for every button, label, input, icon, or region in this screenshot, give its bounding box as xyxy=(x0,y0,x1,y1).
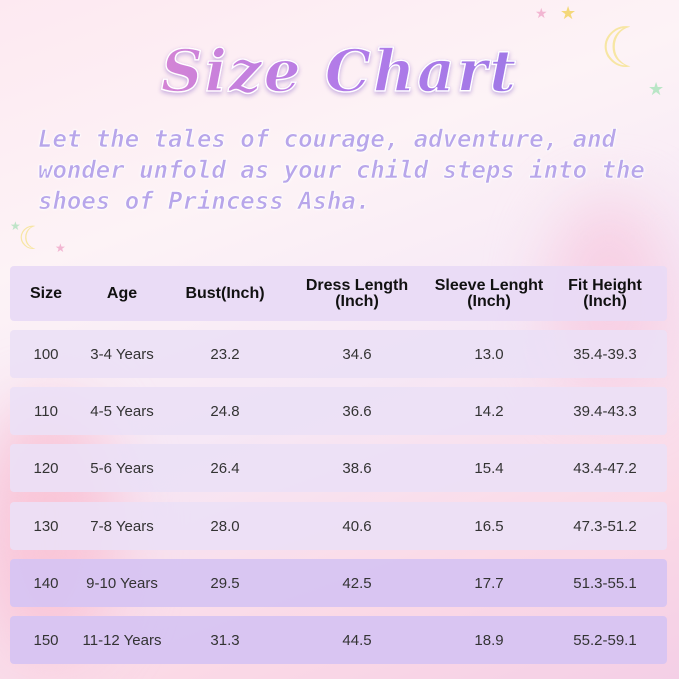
table-cell: 43.4-47.2 xyxy=(573,459,637,477)
star-icon: ★ xyxy=(10,219,21,233)
table-cell: 100 xyxy=(33,345,59,363)
column-header: Size xyxy=(29,284,63,302)
table-cell: 38.6 xyxy=(342,459,372,477)
moon-icon: ☾ xyxy=(600,20,650,76)
table-cell: 11-12 Years xyxy=(82,631,162,649)
table-row: 140 9-10 Years 29.5 42.5 17.7 51.3-55.1 xyxy=(10,559,667,607)
column-header: Dress Length (Inch) xyxy=(305,276,409,310)
table-cell: 110 xyxy=(34,402,58,420)
column-header: Bust(Inch) xyxy=(185,284,265,302)
table-cell: 42.5 xyxy=(342,574,372,592)
table-row: 150 11-12 Years 31.3 44.5 18.9 55.2-59.1 xyxy=(10,616,667,664)
table-cell: 24.8 xyxy=(210,402,240,420)
table-cell: 120 xyxy=(33,459,59,477)
table-cell: 35.4-39.3 xyxy=(573,345,637,363)
table-cell: 16.5 xyxy=(474,517,504,535)
table-cell: 4-5 Years xyxy=(90,402,154,420)
table-row: 110 4-5 Years 24.8 36.6 14.2 39.4-43.3 xyxy=(10,387,667,435)
table-cell: 17.7 xyxy=(474,574,504,592)
star-icon: ★ xyxy=(560,3,577,23)
column-header: Sleeve Lenght (Inch) xyxy=(434,276,544,310)
subtitle: Let the tales of courage, adventure, and… xyxy=(38,125,645,216)
table-cell: 28.0 xyxy=(210,517,240,535)
table-cell: 150 xyxy=(33,631,59,649)
table-row: 100 3-4 Years 23.2 34.6 13.0 35.4-39.3 xyxy=(10,330,667,378)
table-cell: 29.5 xyxy=(210,574,240,592)
table-cell: 9-10 Years xyxy=(86,574,158,592)
column-header: Fit Height (Inch) xyxy=(568,276,642,310)
table-cell: 36.6 xyxy=(342,402,372,420)
table-header: Size Age Bust(Inch) Dress Length (Inch) Slee… xyxy=(10,266,667,321)
table-cell: 15.4 xyxy=(474,459,504,477)
table-cell: 31.3 xyxy=(210,631,240,649)
table-cell: 47.3-51.2 xyxy=(573,517,637,535)
table-cell: 3-4 Years xyxy=(90,345,154,363)
table-cell: 18.9 xyxy=(474,631,504,649)
table-row: 120 5-6 Years 26.4 38.6 15.4 43.4-47.2 xyxy=(10,444,667,492)
star-icon: ★ xyxy=(648,80,664,98)
table-cell: 140 xyxy=(33,574,59,592)
table-cell: 13.0 xyxy=(474,345,504,363)
table-cell: 5-6 Years xyxy=(90,459,154,477)
table-cell: 51.3-55.1 xyxy=(573,574,637,592)
table-cell: 44.5 xyxy=(342,631,372,649)
column-header: Age xyxy=(106,284,138,302)
moon-icon: ☾ xyxy=(18,220,47,256)
page-title: Size Chart xyxy=(0,37,679,105)
table-cell: 14.2 xyxy=(474,402,504,420)
table-cell: 40.6 xyxy=(342,517,372,535)
table-cell: 7-8 Years xyxy=(90,517,154,535)
table-cell: 55.2-59.1 xyxy=(573,631,637,649)
table-cell: 23.2 xyxy=(210,345,240,363)
table-cell: 39.4-43.3 xyxy=(573,402,637,420)
star-icon: ★ xyxy=(55,241,66,255)
table-cell: 26.4 xyxy=(210,459,240,477)
table-cell: 34.6 xyxy=(342,345,372,363)
table-row: 130 7-8 Years 28.0 40.6 16.5 47.3-51.2 xyxy=(10,502,667,550)
table-cell: 130 xyxy=(33,517,59,535)
star-icon: ★ xyxy=(535,5,548,21)
